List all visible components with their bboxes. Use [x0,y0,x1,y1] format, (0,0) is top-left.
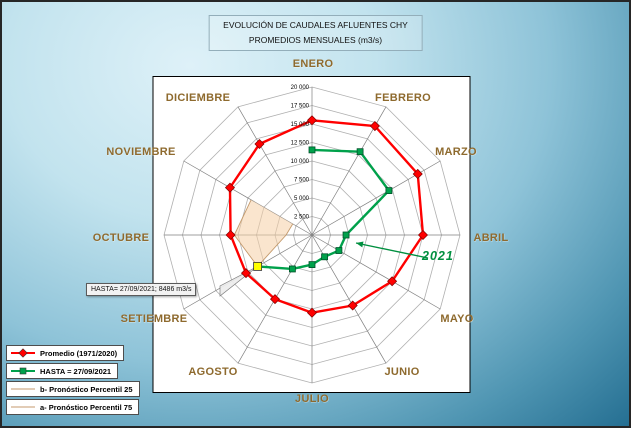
month-label-mayo: MAYO [440,313,474,325]
year-arrowhead [356,241,364,248]
hasta-marker[interactable] [308,146,316,154]
hasta-marker[interactable] [321,253,328,261]
month-label-enero: ENERO [292,58,334,70]
percentil-25-line[interactable] [257,223,294,267]
promedio-marker[interactable] [224,182,235,193]
callout-box[interactable]: HASTA= 27/09/2021; 8486 m3/s [86,283,197,296]
month-label-junio: JUNIO [384,366,420,378]
promedio-marker[interactable] [387,276,398,287]
legend-label: a- Pronóstico Percentil 75 [40,402,133,412]
chart-title: EVOLUCIÓN DE CAUDALES AFLUENTES CHY PROM… [208,15,423,51]
hasta-marker[interactable] [385,187,393,194]
radial-tick-label: 15 000 [291,122,310,128]
promedio-marker[interactable] [347,300,358,311]
radial-tick-label: 7 500 [294,178,310,184]
radial-tick-label: 5 000 [294,196,310,202]
radar-chart[interactable]: 2 500 5 000 7 500 10 000 12 500 15 000 17 500 2… [152,75,472,395]
forecast-fan [234,199,293,267]
promedio-marker[interactable] [306,307,318,318]
legend-item-1[interactable]: HASTA = 27/09/2021 [6,363,119,379]
radial-tick-label: 20 000 [291,85,310,91]
hasta-marker[interactable] [288,265,296,273]
line-legend-marker-icon [11,388,35,390]
legend-label: b- Pronóstico Percentil 25 [40,384,133,394]
diamond-legend-marker-icon [11,348,35,358]
hasta-marker[interactable] [342,231,350,239]
hasta-marker[interactable] [308,261,316,269]
year-annotation[interactable]: 2021 [422,249,454,263]
hasta-marker[interactable] [335,247,343,254]
promedio-marker[interactable] [269,294,281,305]
line-legend-marker-icon [11,406,35,408]
promedio-marker[interactable] [225,229,236,241]
legend-item-2[interactable]: b- Pronóstico Percentil 25 [6,381,140,397]
square-legend-marker-icon [11,367,35,375]
month-label-julio: JULIO [295,393,329,405]
radial-tick-label: 10 000 [291,159,310,165]
legend-item-0[interactable]: Promedio (1971/2020) [6,345,125,361]
radial-tick-label: 2 500 [294,215,310,221]
chart-title-line1: EVOLUCIÓN DE CAUDALES AFLUENTES CHY [223,20,408,30]
year-arrow-line [355,242,429,259]
promedio-marker[interactable] [254,138,265,150]
legend-label: Promedio (1971/2020) [40,348,118,358]
hasta-marker[interactable] [356,148,364,156]
month-label-setiembre: SETIEMBRE [120,313,188,325]
promedio-marker[interactable] [412,168,423,179]
axis-spoke [237,106,313,236]
month-label-noviembre: NOVIEMBRE [106,146,176,158]
promedio-marker[interactable] [417,229,429,241]
promedio-marker[interactable] [240,268,252,279]
month-label-febrero: FEBRERO [375,92,431,104]
legend-item-3[interactable]: a- Pronóstico Percentil 75 [6,399,140,415]
promedio-marker[interactable] [369,121,380,132]
axis-spoke [311,234,441,310]
month-label-agosto: AGOSTO [188,366,238,378]
month-label-marzo: MARZO [435,146,477,158]
chart-title-line2: PROMEDIOS MENSUALES (m3/s) [248,34,383,45]
radial-tick-label: 17 500 [291,104,310,110]
promedio-marker[interactable] [306,115,318,126]
hasta-current-marker[interactable] [253,261,263,271]
legend: Promedio (1971/2020) HASTA = 27/09/2021 b-… [6,345,140,415]
legend-label: HASTA = 27/09/2021 [40,366,112,376]
month-label-abril: ABRIL [473,232,509,244]
radial-tick-label: 12 500 [291,141,310,147]
month-label-octubre: OCTUBRE [92,232,150,244]
month-label-diciembre: DICIEMBRE [165,92,231,104]
